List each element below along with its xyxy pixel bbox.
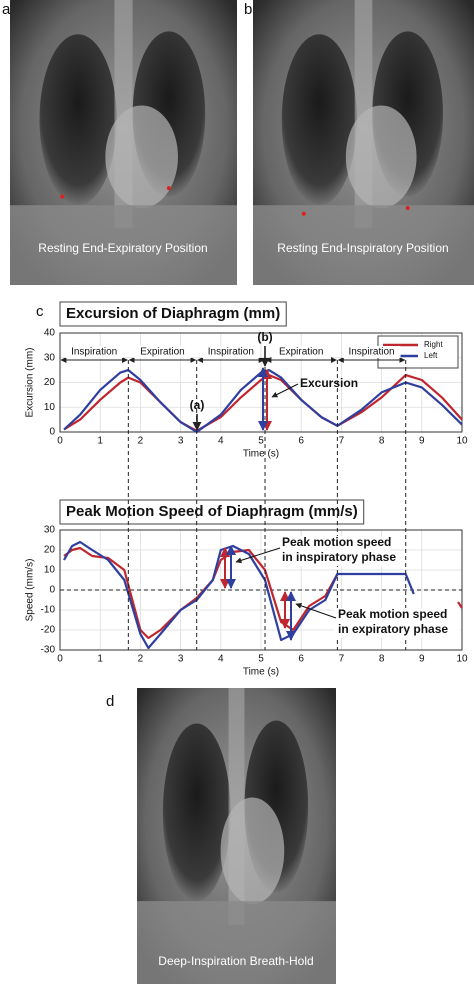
x-tick-label: 6 [298,654,304,665]
annotation: in expiratory phase [338,622,448,636]
x-tick-label: 1 [97,436,103,447]
x-tick-label: 5 [258,654,264,665]
x-tick-label: 3 [178,654,184,665]
y-tick-label: -10 [41,605,56,616]
panel-label: c [36,303,44,320]
marker-dot [301,211,306,216]
abdomen [137,901,336,984]
y-tick-label: 40 [44,328,56,339]
x-axis-label: Time (s) [243,449,279,460]
annotation: Peak motion speed [338,607,447,621]
image-caption: Resting End-Expiratory Position [38,241,207,255]
title-box [59,301,287,327]
marker-dot [60,194,65,199]
annotation: Peak motion speed [282,535,391,549]
image-caption: Deep-Inspiration Breath-Hold [158,954,313,968]
annotation: (a) [190,398,205,412]
phase-label: Expiration [140,347,184,358]
chart-title: Excursion of Diaphragm (mm) [66,305,280,322]
y-tick-label: 20 [44,377,56,388]
x-tick-label: 4 [218,436,224,447]
annotation-bg [334,608,460,638]
x-tick-label: 2 [138,436,144,447]
x-tick-label: 10 [456,654,468,665]
annotation: (b) [257,330,272,344]
annotation-arrow [295,602,337,619]
phase-label-bg [133,346,192,358]
heart [345,105,417,209]
y-tick-label: 30 [44,525,56,536]
x-tick-label: 5 [258,436,264,447]
lung [162,723,231,902]
x-tick-label: 4 [218,654,224,665]
x-tick-label: 8 [379,436,385,447]
y-tick-label: -30 [41,645,56,656]
lung [281,34,357,206]
phase-label: Inspiration [71,347,117,358]
lung [39,34,117,206]
y-tick-label: 0 [49,585,55,596]
legend-label: Left [424,351,438,360]
title-box [59,499,365,525]
annotation-arrow [235,547,281,564]
y-tick-label: 10 [44,402,56,413]
y-tick-label: 0 [49,427,55,438]
x-tick-label: 0 [57,654,63,665]
xray-images [10,0,474,984]
x-tick-label: 6 [298,436,304,447]
phase-label-bg [201,346,260,358]
y-axis-label: Excursion (mm) [25,347,36,417]
panel-label: b [244,1,252,18]
phase-label: Inspiration [208,347,254,358]
x-tick-label: 7 [339,654,345,665]
x-tick-label: 2 [138,654,144,665]
x-tick-label: 9 [419,654,425,665]
marker-dot [405,206,410,211]
y-tick-label: 30 [44,352,56,363]
legend-label: Right [424,340,443,349]
annotation-arrow [271,383,299,398]
y-axis-label: Speed (mm/s) [25,559,36,622]
phase-label-bg [272,346,331,358]
x-tick-label: 9 [419,436,425,447]
heart [105,105,178,209]
panel-label: d [106,693,114,710]
y-tick-label: 10 [44,565,56,576]
plot-frame [59,332,463,433]
x-tick-label: 8 [379,654,385,665]
panel-label: a [2,1,11,18]
abdomen [10,205,237,285]
abdomen [253,205,474,285]
phase-label: Expiration [279,347,323,358]
phase-label-bg [65,346,124,358]
x-tick-label: 10 [456,436,468,447]
annotation: Excursion [300,376,358,390]
phase-label-bg [342,346,401,358]
series-line [63,540,415,650]
image-caption: Resting End-Inspiratory Position [277,241,448,255]
marker-dot [166,186,171,191]
y-tick-label: -20 [41,625,56,636]
annotation-bg [278,536,390,566]
y-tick-label: 20 [44,545,56,556]
x-tick-label: 0 [57,436,63,447]
chart-title: Peak Motion Speed of Diaphragm (mm/s) [66,503,358,520]
x-tick-label: 7 [339,436,345,447]
x-tick-label: 3 [178,436,184,447]
x-tick-label: 1 [97,654,103,665]
heart [220,797,285,905]
annotation: in inspiratory phase [282,550,396,564]
phase-label: Inspiration [348,347,394,358]
x-axis-label: Time (s) [243,667,279,678]
